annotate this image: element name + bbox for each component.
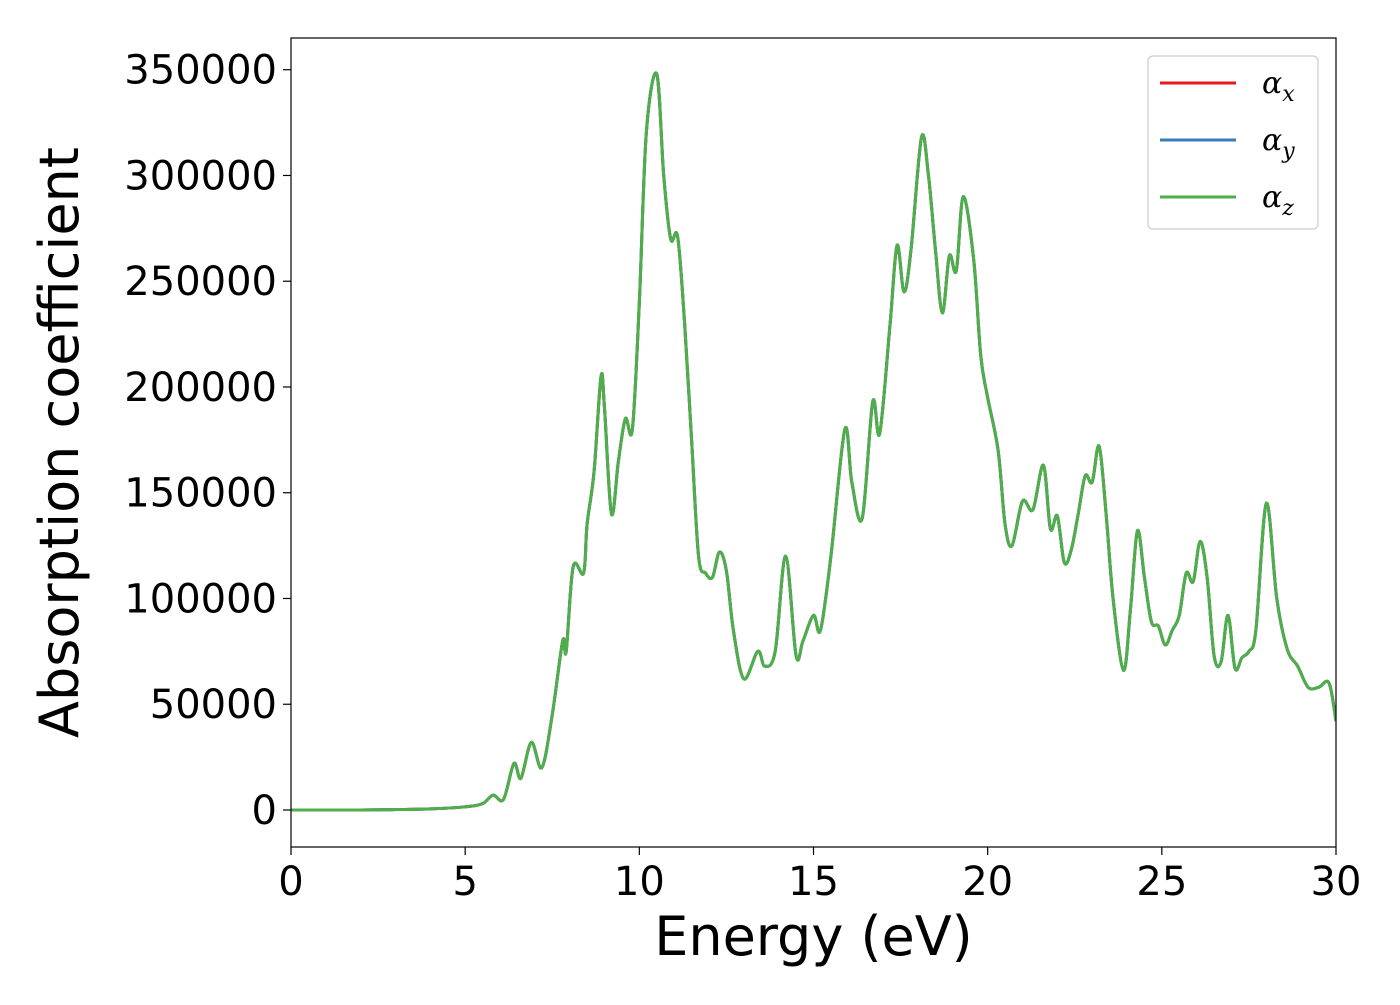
x-axis-ticks: 0 5 10 15 20 25 30 — [278, 847, 1361, 905]
legend-label-x: αx — [1262, 66, 1295, 107]
x-tick-label: 5 — [452, 859, 477, 905]
y-tick-label: 300000 — [124, 153, 277, 199]
x-tick-label: 25 — [1136, 859, 1187, 905]
legend-label-z: αz — [1262, 180, 1294, 221]
x-tick-label: 20 — [962, 859, 1013, 905]
legend-label-y: αy — [1262, 123, 1295, 164]
x-tick-label: 30 — [1311, 859, 1362, 905]
series-line-z — [291, 71, 1336, 812]
y-tick-label: 0 — [252, 788, 277, 834]
y-tick-label: 350000 — [124, 48, 277, 94]
y-tick-label: 50000 — [150, 682, 277, 728]
legend-box — [1147, 55, 1319, 230]
y-tick-label: 200000 — [124, 365, 277, 411]
y-tick-label: 150000 — [124, 471, 277, 517]
y-axis-ticks: 0 50000 100000 150000 200000 250000 300000 3500… — [124, 48, 291, 834]
legend: αx αy αz — [1147, 55, 1319, 230]
x-axis-title: Energy (eV) — [654, 905, 973, 968]
x-tick-label: 0 — [278, 859, 303, 905]
x-tick-label: 15 — [788, 859, 839, 905]
y-tick-label: 100000 — [124, 576, 277, 622]
series-layer — [291, 71, 1336, 812]
y-tick-label: 250000 — [124, 259, 277, 305]
x-tick-label: 10 — [614, 859, 665, 905]
y-axis-title: Absorption coefficient — [28, 147, 91, 738]
